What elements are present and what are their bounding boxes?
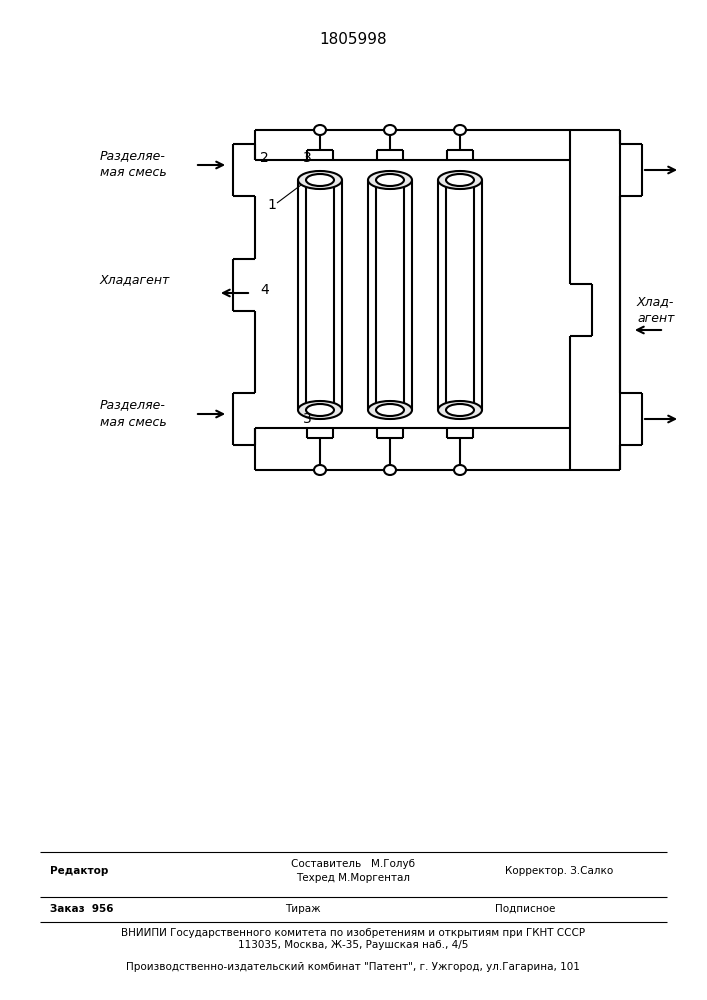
Text: Техред М.Моргентал: Техред М.Моргентал — [296, 873, 410, 883]
Text: Разделяе-: Разделяе- — [100, 398, 166, 412]
Ellipse shape — [438, 401, 482, 419]
Ellipse shape — [314, 465, 326, 475]
Ellipse shape — [376, 404, 404, 416]
Text: 1: 1 — [267, 198, 276, 212]
Text: Производственно-издательский комбинат "Патент", г. Ужгород, ул.Гагарина, 101: Производственно-издательский комбинат "П… — [126, 962, 580, 972]
Ellipse shape — [368, 401, 412, 419]
Ellipse shape — [446, 174, 474, 186]
Text: Заказ  956: Заказ 956 — [50, 904, 114, 914]
Text: Корректор. З.Салко: Корректор. З.Салко — [505, 866, 613, 876]
Ellipse shape — [306, 404, 334, 416]
Ellipse shape — [298, 171, 342, 189]
Text: 3: 3 — [303, 412, 312, 426]
Ellipse shape — [306, 174, 334, 186]
Text: агент: агент — [637, 312, 674, 324]
Text: мая смесь: мая смесь — [100, 416, 167, 428]
Ellipse shape — [454, 465, 466, 475]
Text: 3: 3 — [303, 151, 312, 165]
Text: 4: 4 — [260, 283, 269, 297]
Text: Подписное: Подписное — [495, 904, 556, 914]
Text: Тираж: Тираж — [285, 904, 321, 914]
Ellipse shape — [384, 125, 396, 135]
Ellipse shape — [454, 125, 466, 135]
Text: 2: 2 — [260, 151, 269, 165]
Ellipse shape — [368, 171, 412, 189]
Text: Составитель   М.Голуб: Составитель М.Голуб — [291, 859, 415, 869]
Ellipse shape — [376, 174, 404, 186]
Ellipse shape — [446, 404, 474, 416]
Ellipse shape — [384, 465, 396, 475]
Text: 113035, Москва, Ж-35, Раушская наб., 4/5: 113035, Москва, Ж-35, Раушская наб., 4/5 — [238, 940, 468, 950]
Text: 1805998: 1805998 — [319, 32, 387, 47]
Text: Разделяе-: Разделяе- — [100, 149, 166, 162]
Text: ВНИИПИ Государственного комитета по изобретениям и открытиям при ГКНТ СССР: ВНИИПИ Государственного комитета по изоб… — [121, 928, 585, 938]
Text: Редактор: Редактор — [50, 866, 108, 876]
Text: мая смесь: мая смесь — [100, 166, 167, 180]
Ellipse shape — [438, 171, 482, 189]
Text: Хлад-: Хлад- — [637, 296, 674, 308]
Ellipse shape — [298, 401, 342, 419]
Text: Хладагент: Хладагент — [100, 273, 170, 286]
Ellipse shape — [314, 125, 326, 135]
